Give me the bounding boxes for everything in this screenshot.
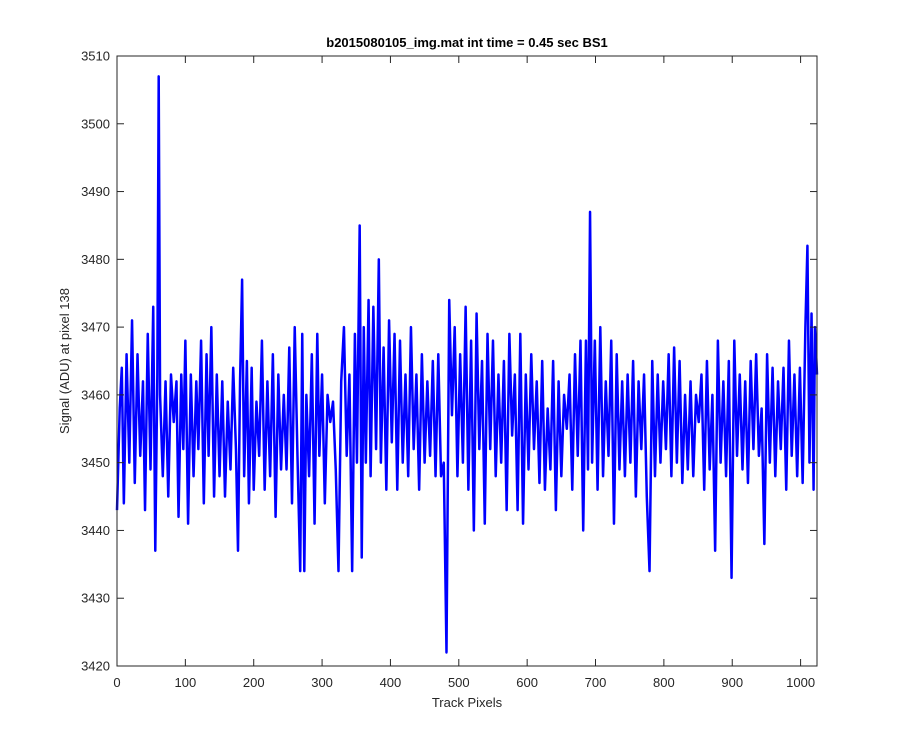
y-tick-label: 3430 — [81, 591, 110, 606]
y-tick-label: 3510 — [81, 49, 110, 64]
y-axis-label: Signal (ADU) at pixel 138 — [57, 288, 72, 434]
y-tick-label: 3500 — [81, 116, 110, 131]
y-tick-label: 3460 — [81, 387, 110, 402]
x-axis-label: Track Pixels — [432, 695, 503, 710]
y-axis: 3420 3430 3440 3450 3460 3470 3480 3490 3500 3510 — [81, 49, 817, 674]
x-tick-label: 300 — [311, 675, 333, 690]
x-tick-label: 200 — [243, 675, 265, 690]
y-tick-label: 3470 — [81, 320, 110, 335]
x-tick-label: 400 — [380, 675, 402, 690]
x-tick-label: 1000 — [786, 675, 815, 690]
series-line-1 — [115, 75, 819, 654]
x-tick-label: 500 — [448, 675, 470, 690]
x-tick-label: 800 — [653, 675, 675, 690]
x-tick-label: 0 — [113, 675, 120, 690]
x-tick-label: 900 — [721, 675, 743, 690]
x-axis: 0 100 200 300 400 500 600 700 800 900 1000 — [113, 56, 815, 690]
chart-title: b2015080105_img.mat int time = 0.45 sec … — [326, 35, 607, 50]
y-tick-label: 3420 — [81, 659, 110, 674]
y-tick-label: 3490 — [81, 184, 110, 199]
x-tick-label: 100 — [175, 675, 197, 690]
x-tick-label: 600 — [516, 675, 538, 690]
y-tick-label: 3450 — [81, 455, 110, 470]
y-tick-label: 3440 — [81, 523, 110, 538]
y-tick-label: 3480 — [81, 252, 110, 267]
x-tick-label: 700 — [585, 675, 607, 690]
series-layer — [115, 75, 819, 654]
axes-box — [116, 55, 818, 667]
